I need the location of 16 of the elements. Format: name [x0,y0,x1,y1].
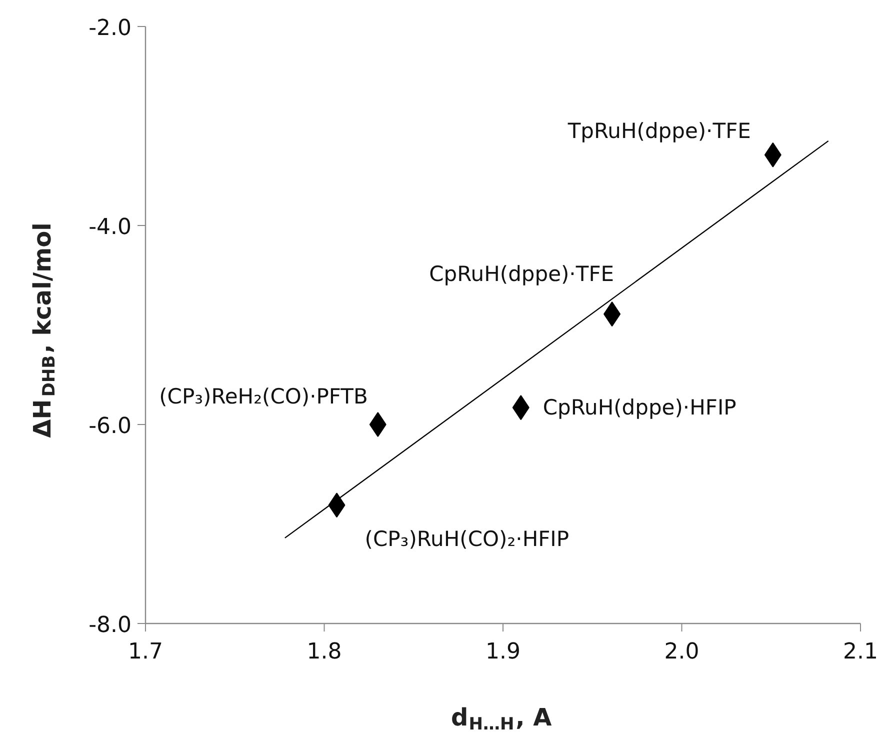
annotation: CpRuH(dppe)·HFIP [542,396,736,420]
y-tick-label: -6.0 [88,414,132,439]
point [369,412,386,437]
annotation: (CP₃)ReH₂(CO)·PFTB [159,384,368,408]
annotation: TpRuH(dppe)·TFE [566,118,751,143]
y-axis-title: ΔHDHB, kcal/mol [28,222,60,438]
x-tick-label: 1.8 [306,640,342,664]
annotation: (CP₃)RuH(CO)₂·HFIP [364,527,570,552]
x-tick-label: 2.0 [664,640,700,664]
x-tick-label: 1.9 [486,640,521,664]
y-tick-label: -4.0 [88,215,132,240]
annotation: CpRuH(dppe)·TFE [429,262,614,286]
y-tick-label: -8.0 [88,613,132,638]
y-tick-label: -2.0 [88,16,132,41]
x-tick-label: 1.7 [128,640,164,664]
x-tick-label: 2.1 [843,640,878,664]
